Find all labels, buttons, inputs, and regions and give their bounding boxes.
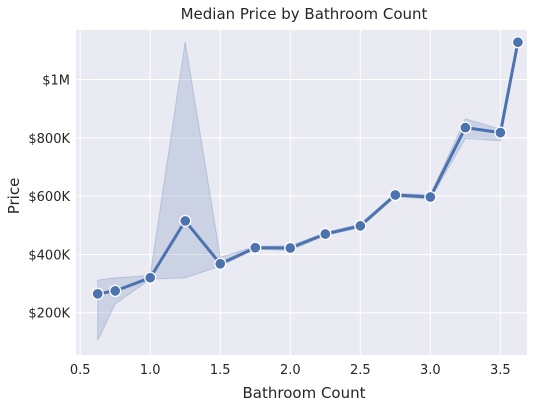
x-tick-label: 2.0	[280, 363, 301, 378]
data-point	[91, 287, 104, 300]
series-line	[97, 41, 520, 296]
data-point	[319, 227, 332, 241]
data-point	[249, 241, 262, 254]
x-tick-label: 3.0	[420, 363, 441, 378]
data-point	[144, 271, 157, 284]
data-point	[511, 36, 525, 49]
y-tick-label: $200K	[28, 307, 70, 322]
chart-title: Median Price by Bathroom Count	[181, 5, 428, 23]
plot-area	[76, 30, 527, 355]
data-point	[494, 126, 507, 139]
data-point	[109, 284, 122, 298]
y-ticks: $200K $400K $600K $800K $1M	[28, 74, 70, 322]
y-tick-label: $600K	[28, 190, 70, 205]
x-ticks: 0.5 1.0 1.5 2.0 2.5 3.0 3.5	[70, 363, 511, 378]
series-points	[91, 36, 525, 300]
data-point	[424, 190, 437, 204]
x-tick-label: 1.0	[140, 363, 161, 378]
data-point	[389, 188, 402, 202]
data-point	[179, 214, 192, 228]
x-tick-label: 2.5	[350, 363, 371, 378]
data-point	[284, 241, 297, 255]
x-tick-label: 0.5	[70, 363, 91, 378]
y-axis-label: Price	[5, 178, 23, 215]
x-axis-label: Bathroom Count	[243, 384, 366, 402]
data-point	[214, 257, 227, 270]
y-tick-label: $1M	[42, 74, 70, 89]
data-point	[459, 121, 472, 134]
data-point	[354, 219, 367, 233]
y-tick-label: $800K	[28, 132, 70, 147]
y-tick-label: $400K	[28, 248, 70, 263]
x-tick-label: 1.5	[210, 363, 231, 378]
x-tick-label: 3.5	[490, 363, 511, 378]
